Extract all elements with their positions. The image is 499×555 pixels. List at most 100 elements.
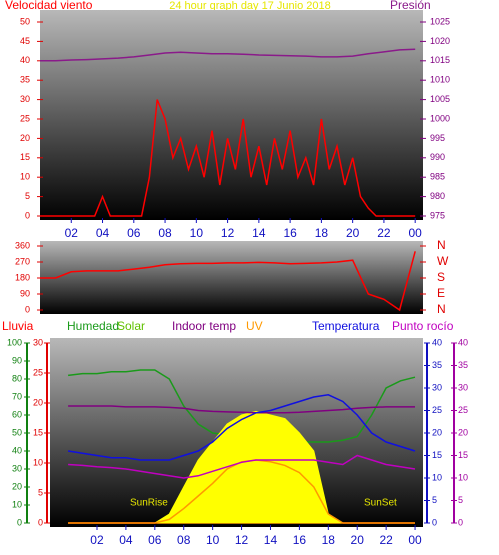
y-tick-label: N (437, 302, 446, 316)
x-tick-label: 00 (409, 226, 423, 240)
y-tick-label: 1010 (430, 75, 450, 85)
x-tick-label: 08 (158, 226, 172, 240)
y-tick-label: 270 (15, 256, 30, 266)
x-tick-label: 00 (408, 533, 422, 547)
y-tick-label: 5 (38, 487, 43, 497)
x-tick-label: 12 (235, 533, 249, 547)
line (68, 454, 416, 479)
x-tick-label: 14 (264, 533, 278, 547)
legend-entry: Temperatura (312, 319, 380, 333)
y-tick-label: 5 (432, 495, 437, 505)
y-tick-label: 1000 (430, 113, 450, 123)
x-tick-label: 04 (96, 226, 110, 240)
y-tick-label: N (437, 238, 446, 252)
y-tick-label: 1015 (430, 55, 450, 65)
plot-background (40, 241, 423, 314)
y-tick-label: 50 (20, 16, 30, 26)
y-tick-label: 70 (12, 391, 22, 401)
x-tick-label: 16 (283, 226, 297, 240)
x-tick-label: 06 (148, 533, 162, 547)
y-tick-label: 10 (12, 499, 22, 509)
y-tick-label: 980 (430, 191, 445, 201)
x-tick-label: 18 (315, 226, 329, 240)
x-tick-label: 08 (177, 533, 191, 547)
y-tick-label: 25 (33, 367, 43, 377)
y-tick-label: 15 (458, 450, 468, 460)
y-tick-label: 1025 (430, 16, 450, 26)
y-tick-label: 15 (432, 450, 442, 460)
y-tick-label: 985 (430, 172, 445, 182)
annotation: SunRise (130, 498, 168, 509)
y-tick-label: 80 (12, 373, 22, 383)
y-tick-label: 25 (20, 113, 30, 123)
y-tick-label: 25 (432, 405, 442, 415)
legend-entry: Lluvia (2, 319, 34, 333)
x-tick-label: 22 (379, 533, 393, 547)
y-tick-label: 0 (38, 517, 43, 527)
y-tick-label: 40 (432, 337, 442, 347)
y-tick-label: 5 (25, 191, 30, 201)
x-tick-label: 06 (127, 226, 141, 240)
line (40, 99, 416, 217)
y-tick-label: 50 (12, 427, 22, 437)
y-tick-label: 40 (20, 55, 30, 65)
y-tick-label: 90 (20, 288, 30, 298)
line (40, 48, 416, 62)
y-tick-label: 30 (20, 94, 30, 104)
y-tick-label: 10 (20, 172, 30, 182)
x-tick-label: 02 (90, 533, 104, 547)
line (40, 251, 416, 312)
legend-entry: Indoor temp (172, 319, 236, 333)
y-tick-label: 40 (458, 337, 468, 347)
y-tick-label: 30 (432, 382, 442, 392)
legend-entry: UV (246, 319, 263, 333)
y-tick-label: 15 (33, 427, 43, 437)
y-tick-label: 0 (432, 517, 437, 527)
y-tick-label: 10 (33, 457, 43, 467)
x-tick-label: 10 (206, 533, 220, 547)
x-tick-label: 22 (377, 226, 391, 240)
y-tick-label: 35 (20, 75, 30, 85)
y-tick-label: 15 (20, 152, 30, 162)
y-tick-label: 20 (33, 397, 43, 407)
y-tick-label: 25 (458, 405, 468, 415)
x-tick-label: 02 (65, 226, 79, 240)
y-tick-label: 10 (458, 472, 468, 482)
y-tick-label: 100 (7, 337, 22, 347)
legend-entry: Humedad (67, 319, 119, 333)
y-tick-label: 0 (17, 517, 22, 527)
line (67, 394, 416, 461)
y-tick-label: 20 (458, 427, 468, 437)
y-tick-label: 1020 (430, 36, 450, 46)
y-tick-label: 995 (430, 133, 445, 143)
x-tick-label: 20 (351, 533, 365, 547)
y-tick-label: 20 (12, 481, 22, 491)
y-tick-label: 975 (430, 210, 445, 220)
y-tick-label: 360 (15, 240, 30, 250)
y-tick-label: 990 (430, 152, 445, 162)
x-tick-label: 14 (252, 226, 266, 240)
legend-entry: Velocidad viento (5, 0, 93, 12)
y-tick-label: 60 (12, 409, 22, 419)
plot-background (40, 10, 423, 220)
y-tick-label: 180 (15, 272, 30, 282)
y-tick-label: E (437, 286, 445, 300)
y-tick-label: 30 (33, 337, 43, 347)
legend-entry: Presión (390, 0, 431, 12)
legend-entry: Punto rocío (392, 319, 454, 333)
annotation: SunSet (364, 498, 397, 509)
y-tick-label: 90 (12, 355, 22, 365)
y-tick-label: 35 (458, 360, 468, 370)
x-tick-label: 04 (119, 533, 133, 547)
y-tick-label: 10 (432, 472, 442, 482)
x-tick-label: 12 (221, 226, 235, 240)
line (68, 405, 415, 414)
y-tick-label: 5 (458, 495, 463, 505)
y-tick-label: 0 (458, 517, 463, 527)
y-tick-label: 0 (25, 210, 30, 220)
y-tick-label: 20 (20, 133, 30, 143)
y-tick-label: 0 (25, 304, 30, 314)
x-tick-label: 20 (346, 226, 360, 240)
x-tick-label: 10 (190, 226, 204, 240)
